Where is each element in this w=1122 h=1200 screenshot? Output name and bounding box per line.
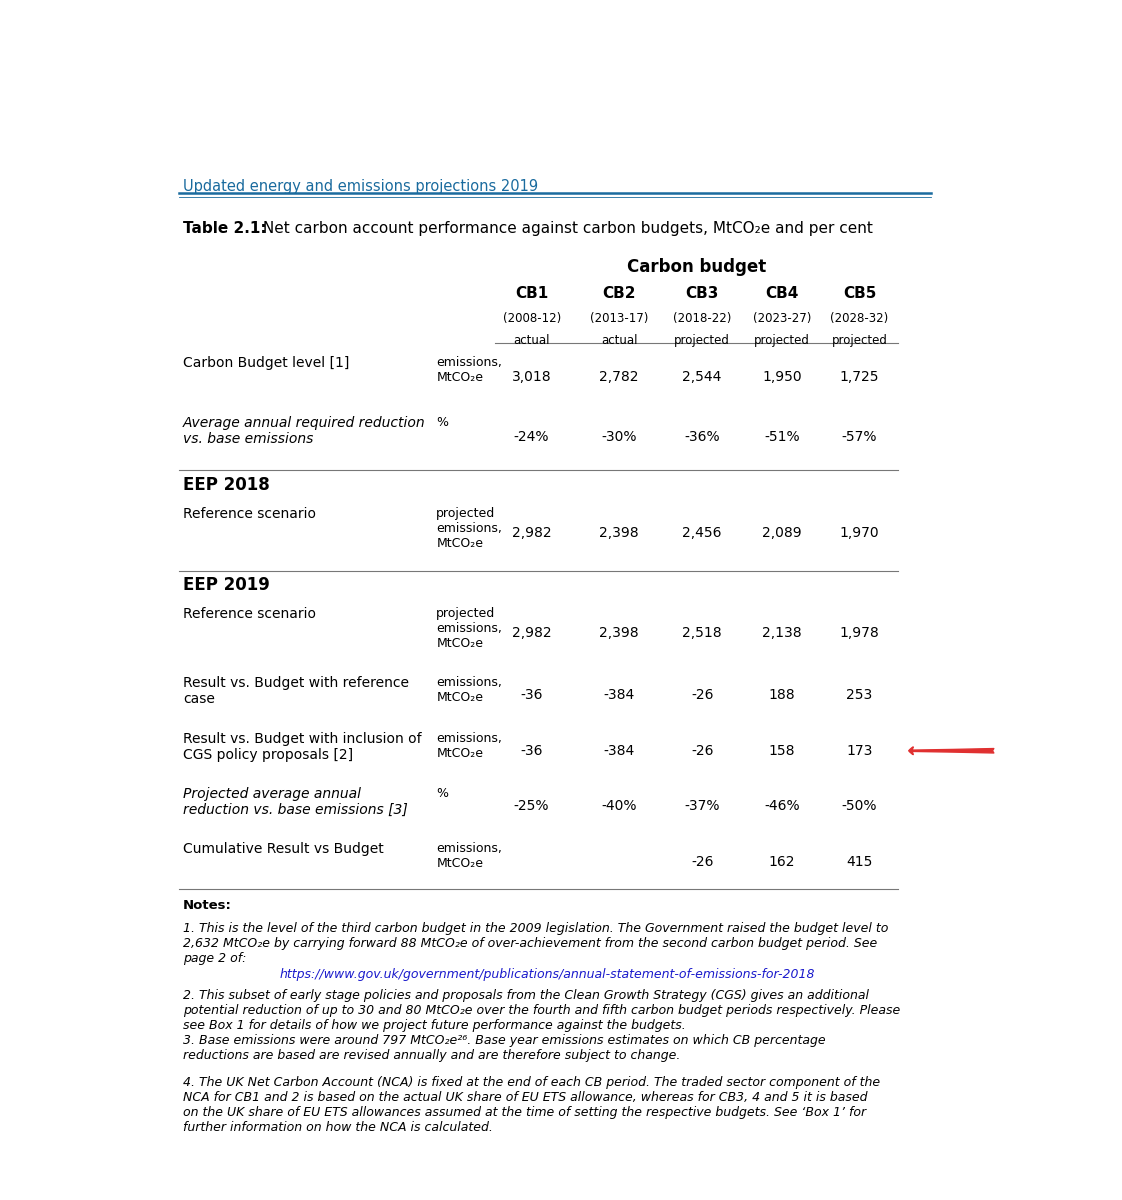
Text: 2. This subset of early stage policies and proposals from the Clean Growth Strat: 2. This subset of early stage policies a… [183, 990, 900, 1062]
Text: emissions,
MtCO₂e: emissions, MtCO₂e [436, 676, 503, 704]
Text: 2,782: 2,782 [599, 371, 638, 384]
Text: 162: 162 [769, 854, 795, 869]
Text: 2,138: 2,138 [762, 626, 802, 640]
Text: 1,950: 1,950 [762, 371, 802, 384]
Text: 158: 158 [769, 744, 795, 757]
Text: Carbon budget: Carbon budget [627, 258, 766, 276]
Text: 2,518: 2,518 [682, 626, 721, 640]
Text: 2,456: 2,456 [682, 526, 721, 540]
Text: (2018-22): (2018-22) [673, 312, 732, 325]
Text: Net carbon account performance against carbon budgets, MtCO₂e and per cent: Net carbon account performance against c… [258, 221, 873, 236]
Text: 1,970: 1,970 [839, 526, 880, 540]
Text: Average annual required reduction
vs. base emissions: Average annual required reduction vs. ba… [183, 416, 425, 446]
Text: 1,978: 1,978 [839, 626, 880, 640]
Text: emissions,
MtCO₂e: emissions, MtCO₂e [436, 355, 503, 384]
Text: 3,018: 3,018 [512, 371, 551, 384]
Text: actual: actual [514, 334, 550, 347]
Text: Result vs. Budget with reference
case: Result vs. Budget with reference case [183, 676, 408, 707]
Text: 4. The UK Net Carbon Account (NCA) is fixed at the end of each CB period. The tr: 4. The UK Net Carbon Account (NCA) is fi… [183, 1075, 880, 1134]
Text: Updated energy and emissions projections 2019: Updated energy and emissions projections… [183, 179, 539, 193]
Text: EEP 2018: EEP 2018 [183, 476, 269, 494]
Text: projected: projected [754, 334, 810, 347]
Text: -30%: -30% [601, 431, 637, 444]
Text: Cumulative Result vs Budget: Cumulative Result vs Budget [183, 842, 384, 857]
Text: -40%: -40% [601, 799, 637, 814]
Text: 2,398: 2,398 [599, 626, 640, 640]
Text: CB3: CB3 [686, 287, 719, 301]
Text: 415: 415 [846, 854, 873, 869]
Text: -384: -384 [604, 689, 635, 702]
Text: Reference scenario: Reference scenario [183, 506, 316, 521]
Text: -46%: -46% [764, 799, 800, 814]
Text: -57%: -57% [842, 431, 877, 444]
Text: -24%: -24% [514, 431, 550, 444]
Text: -36%: -36% [684, 431, 720, 444]
Text: 2,544: 2,544 [682, 371, 721, 384]
Text: 2,398: 2,398 [599, 526, 640, 540]
Text: -36: -36 [521, 689, 543, 702]
Text: (2008-12): (2008-12) [503, 312, 561, 325]
Text: EEP 2019: EEP 2019 [183, 576, 269, 594]
Text: (2023-27): (2023-27) [753, 312, 811, 325]
Text: 2,982: 2,982 [512, 526, 551, 540]
Text: 2,089: 2,089 [762, 526, 802, 540]
Text: CB2: CB2 [603, 287, 636, 301]
Text: -37%: -37% [684, 799, 720, 814]
Text: -26: -26 [691, 689, 714, 702]
Text: -36: -36 [521, 744, 543, 757]
Text: Reference scenario: Reference scenario [183, 607, 316, 620]
Text: emissions,
MtCO₂e: emissions, MtCO₂e [436, 732, 503, 760]
Text: Projected average annual
reduction vs. base emissions [3]: Projected average annual reduction vs. b… [183, 787, 407, 817]
Text: projected
emissions,
MtCO₂e: projected emissions, MtCO₂e [436, 607, 503, 649]
Text: CB4: CB4 [765, 287, 799, 301]
Text: 188: 188 [769, 689, 795, 702]
Text: -51%: -51% [764, 431, 800, 444]
Text: (2028-32): (2028-32) [830, 312, 889, 325]
Text: %: % [436, 416, 449, 428]
Text: 1,725: 1,725 [839, 371, 880, 384]
Text: Table 2.1:: Table 2.1: [183, 221, 267, 236]
Text: Notes:: Notes: [183, 899, 232, 912]
Text: projected: projected [831, 334, 888, 347]
Text: CB5: CB5 [843, 287, 876, 301]
Text: -26: -26 [691, 744, 714, 757]
Text: 2,982: 2,982 [512, 626, 551, 640]
Text: 173: 173 [846, 744, 873, 757]
Text: %: % [436, 787, 449, 800]
Text: actual: actual [601, 334, 637, 347]
Text: -26: -26 [691, 854, 714, 869]
Text: (2013-17): (2013-17) [590, 312, 649, 325]
Text: -50%: -50% [842, 799, 877, 814]
Text: -25%: -25% [514, 799, 550, 814]
Text: Result vs. Budget with inclusion of
CGS policy proposals [2]: Result vs. Budget with inclusion of CGS … [183, 732, 422, 762]
Text: projected
emissions,
MtCO₂e: projected emissions, MtCO₂e [436, 506, 503, 550]
Text: emissions,
MtCO₂e: emissions, MtCO₂e [436, 842, 503, 870]
Text: -384: -384 [604, 744, 635, 757]
Text: CB1: CB1 [515, 287, 549, 301]
Text: Carbon Budget level [1]: Carbon Budget level [1] [183, 355, 349, 370]
Text: 253: 253 [846, 689, 873, 702]
Text: https://www.gov.uk/government/publications/annual-statement-of-emissions-for-201: https://www.gov.uk/government/publicatio… [279, 968, 816, 980]
Text: 1. This is the level of the third carbon budget in the 2009 legislation. The Gov: 1. This is the level of the third carbon… [183, 922, 889, 965]
Text: projected: projected [674, 334, 730, 347]
